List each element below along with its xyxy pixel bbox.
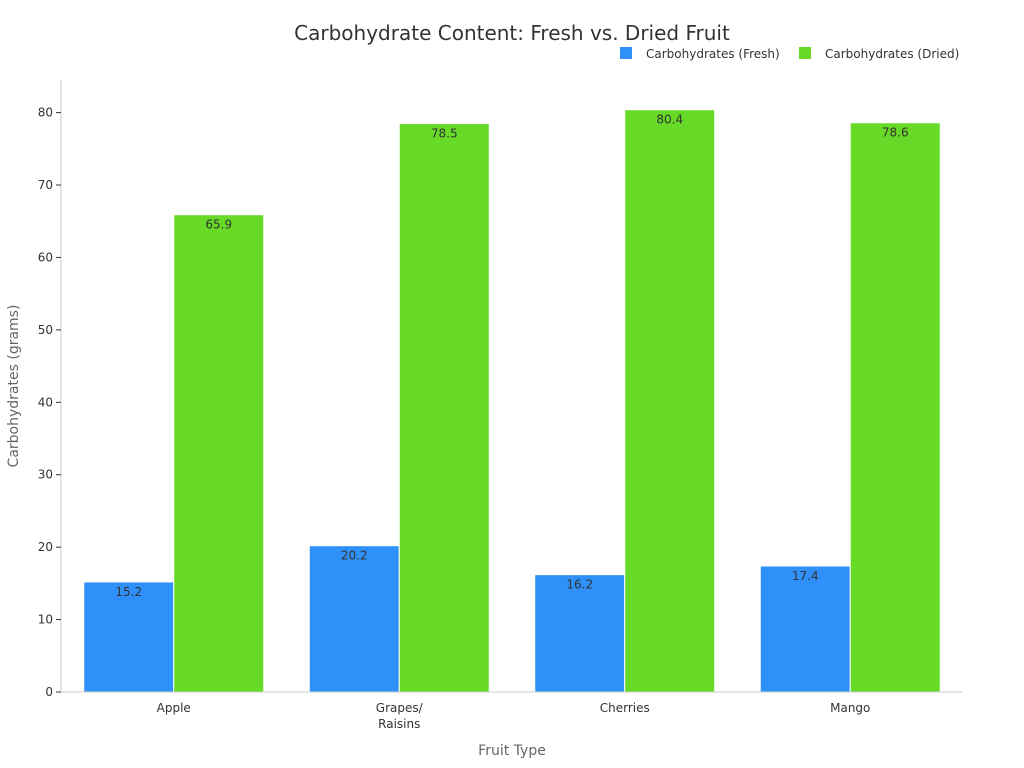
bar-dried-2 [624, 109, 716, 693]
y-tick-label-1: 10 [38, 613, 53, 627]
y-tick-label-0: 0 [45, 685, 53, 699]
data-label-dried-1: 78.5 [431, 126, 458, 140]
data-label-dried-0: 65.9 [205, 218, 232, 232]
bar-fresh-1 [308, 545, 400, 693]
y-tick-label-4: 40 [38, 395, 53, 409]
legend: Carbohydrates (Fresh) Carbohydrates (Dri… [620, 47, 959, 61]
data-label-dried-2: 80.4 [656, 113, 683, 127]
data-label-dried-3: 78.6 [882, 126, 909, 140]
x-tick-label-0: Apple [157, 701, 191, 715]
bar-fresh-0 [83, 581, 175, 693]
data-labels-layer: 15.2 65.9 20.2 78.5 16.2 80.4 17.4 78.6 [115, 113, 908, 599]
y-tick-label-5: 50 [38, 323, 53, 337]
data-label-fresh-3: 17.4 [792, 569, 819, 583]
legend-label-fresh: Carbohydrates (Fresh) [646, 47, 780, 61]
y-tick-label-7: 70 [38, 178, 53, 192]
bar-fresh-3 [759, 565, 851, 693]
bar-dried-3 [849, 122, 941, 693]
y-tick-label-6: 60 [38, 250, 53, 264]
legend-label-dried: Carbohydrates (Dried) [825, 47, 959, 61]
y-tick-label-8: 80 [38, 106, 53, 120]
y-tick-label-2: 20 [38, 540, 53, 554]
chart-title: Carbohydrate Content: Fresh vs. Dried Fr… [294, 21, 730, 45]
x-tick-label-1: Grapes/Raisins [376, 701, 424, 731]
data-label-fresh-2: 16.2 [566, 578, 593, 592]
x-tick-label-2: Cherries [600, 701, 650, 715]
bars-layer [83, 109, 941, 693]
legend-swatch-fresh [620, 47, 632, 59]
axes-layer: Apple Grapes/Raisins Cherries Mango 0 10 20 30 4… [38, 80, 963, 731]
x-tick-label-3: Mango [830, 701, 870, 715]
x-axis-title: Fruit Type [478, 743, 546, 759]
legend-swatch-dried [799, 47, 811, 59]
bar-fresh-2 [534, 574, 626, 693]
data-label-fresh-1: 20.2 [341, 549, 368, 563]
bar-dried-0 [173, 214, 265, 693]
data-label-fresh-0: 15.2 [115, 585, 142, 599]
bar-dried-1 [398, 122, 490, 693]
y-tick-label-3: 30 [38, 468, 53, 482]
y-axis-title: Carbohydrates (grams) [6, 305, 22, 468]
